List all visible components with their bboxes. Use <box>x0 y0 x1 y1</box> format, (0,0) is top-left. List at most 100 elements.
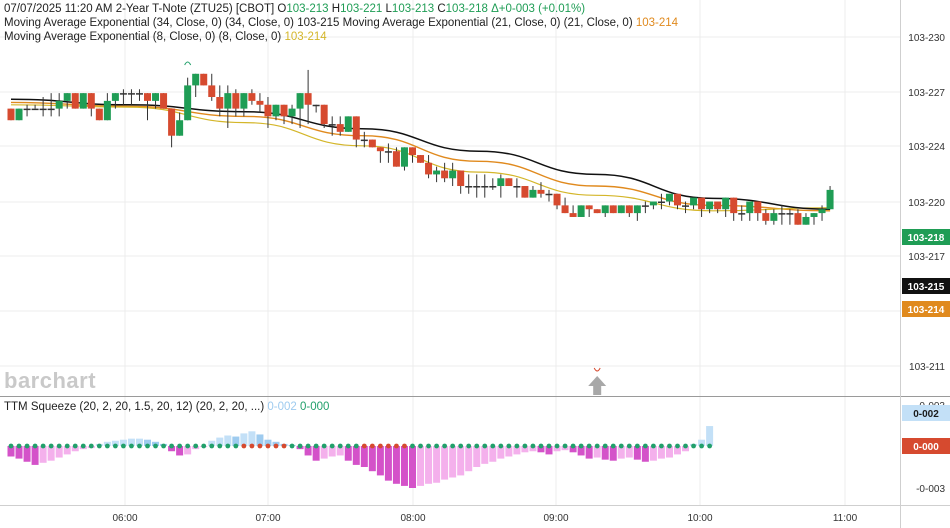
candle-body <box>409 147 416 156</box>
squeeze-params: (20, 2, 20, ...) <box>195 401 265 413</box>
candle-body <box>240 93 248 109</box>
price-tick-label: 103-211 <box>909 362 945 373</box>
candle-body <box>31 108 39 111</box>
candle-body <box>79 93 87 109</box>
squeeze-bar <box>409 446 416 488</box>
candle-body <box>55 100 63 109</box>
candle-body <box>256 100 264 105</box>
candle-body <box>224 93 232 109</box>
squeeze-dot <box>313 443 319 449</box>
squeeze-dot <box>361 443 367 449</box>
last-price-tag <box>902 301 950 317</box>
squeeze-bar <box>513 446 521 455</box>
squeeze-bar <box>216 437 224 446</box>
squeeze-bar <box>682 446 690 452</box>
squeeze-label[interactable]: TTM Squeeze (20, 2, 20, 1.5, 20, 12) <box>4 401 193 413</box>
squeeze-bar <box>119 439 127 446</box>
time-tick-label: 08:00 <box>400 513 425 524</box>
candle-body <box>376 147 384 152</box>
squeeze-dot <box>458 443 464 449</box>
candle-body <box>15 108 23 121</box>
squeeze-bar <box>328 446 336 457</box>
squeeze-dot <box>642 443 648 449</box>
candle-body <box>770 213 778 221</box>
squeeze-value-1: 0-002 <box>267 401 297 413</box>
squeeze-bar <box>649 446 657 461</box>
squeeze-bar <box>135 438 143 446</box>
ema21-label[interactable]: Moving Average Exponential (21, Close, 0… <box>342 17 561 29</box>
squeeze-bar <box>312 446 320 461</box>
squeeze-dot <box>305 443 311 449</box>
squeeze-bar <box>617 446 625 459</box>
squeeze-dot <box>626 443 632 449</box>
candle-body <box>111 93 119 101</box>
candle-body <box>39 108 47 111</box>
squeeze-value-2: 0-000 <box>300 401 330 413</box>
price-tick-label: 103-230 <box>908 33 945 44</box>
candle-body <box>248 93 256 101</box>
candle-body <box>7 108 15 121</box>
last-price-tag-text: 103-215 <box>908 282 945 293</box>
candle-body <box>794 213 802 225</box>
squeeze-bar <box>457 446 465 476</box>
candle-body <box>561 205 569 214</box>
candle-body <box>641 205 649 207</box>
squeeze-dot <box>112 443 118 449</box>
squeeze-bar <box>63 446 71 455</box>
candle-body <box>802 216 810 225</box>
squeeze-dot <box>667 443 672 449</box>
time-tick-label: 07:00 <box>255 513 280 524</box>
squeeze-dot <box>64 443 70 449</box>
ema8-params: (8, Close, 0) <box>218 31 282 43</box>
ema21-params: (21, Close, 0) <box>563 17 633 29</box>
high-label: H <box>331 3 341 15</box>
ema8-label[interactable]: Moving Average Exponential (8, Close, 0) <box>4 31 216 43</box>
time-tick-label: 11:00 <box>833 513 858 524</box>
candle-body <box>657 201 665 203</box>
squeeze-dot <box>442 443 448 449</box>
candle-body <box>184 85 192 121</box>
squeeze-dot <box>233 443 239 449</box>
candle-body <box>368 139 376 148</box>
squeeze-bar <box>577 446 585 456</box>
squeeze-dot <box>273 443 279 449</box>
candle-body <box>135 93 143 95</box>
candle-body <box>682 205 690 207</box>
candle-body <box>200 73 208 86</box>
squeeze-dot <box>610 443 616 449</box>
squeeze-bar <box>633 446 641 460</box>
squeeze-bar <box>593 446 601 458</box>
candle-body <box>722 197 730 210</box>
squeeze-bar <box>224 435 232 446</box>
candle-body <box>47 108 55 111</box>
squeeze-dot <box>466 443 472 449</box>
candle-body <box>818 209 826 214</box>
candle-body <box>232 93 240 109</box>
candle-body <box>810 213 818 217</box>
squeeze-dot <box>96 443 102 449</box>
candle-body <box>690 197 698 206</box>
squeeze-bar <box>521 446 529 453</box>
ema34-label[interactable]: Moving Average Exponential (34, Close, 0… <box>4 17 222 29</box>
squeeze-bar <box>673 446 681 455</box>
squeeze-dot <box>56 443 62 449</box>
price-tick-label: 103-224 <box>908 142 945 153</box>
squeeze-bar <box>47 446 55 461</box>
candle-body <box>192 73 200 86</box>
instrument-text: 2-Year T-Note (ZTU25) [CBOT] <box>115 3 275 15</box>
squeeze-dot <box>410 443 415 449</box>
candle-body <box>264 104 272 117</box>
candle-body <box>617 205 625 214</box>
squeeze-bar <box>39 446 47 463</box>
squeeze-histogram <box>7 426 714 488</box>
candle-body <box>553 193 561 206</box>
squeeze-dot <box>394 443 399 449</box>
squeeze-dot <box>185 443 191 449</box>
squeeze-bar <box>473 446 481 467</box>
candle-body <box>609 205 617 214</box>
squeeze-bar <box>168 446 176 452</box>
squeeze-dot <box>386 443 391 449</box>
squeeze-dot <box>104 443 110 449</box>
last-price-tag <box>902 229 950 245</box>
candle-body <box>400 147 408 167</box>
